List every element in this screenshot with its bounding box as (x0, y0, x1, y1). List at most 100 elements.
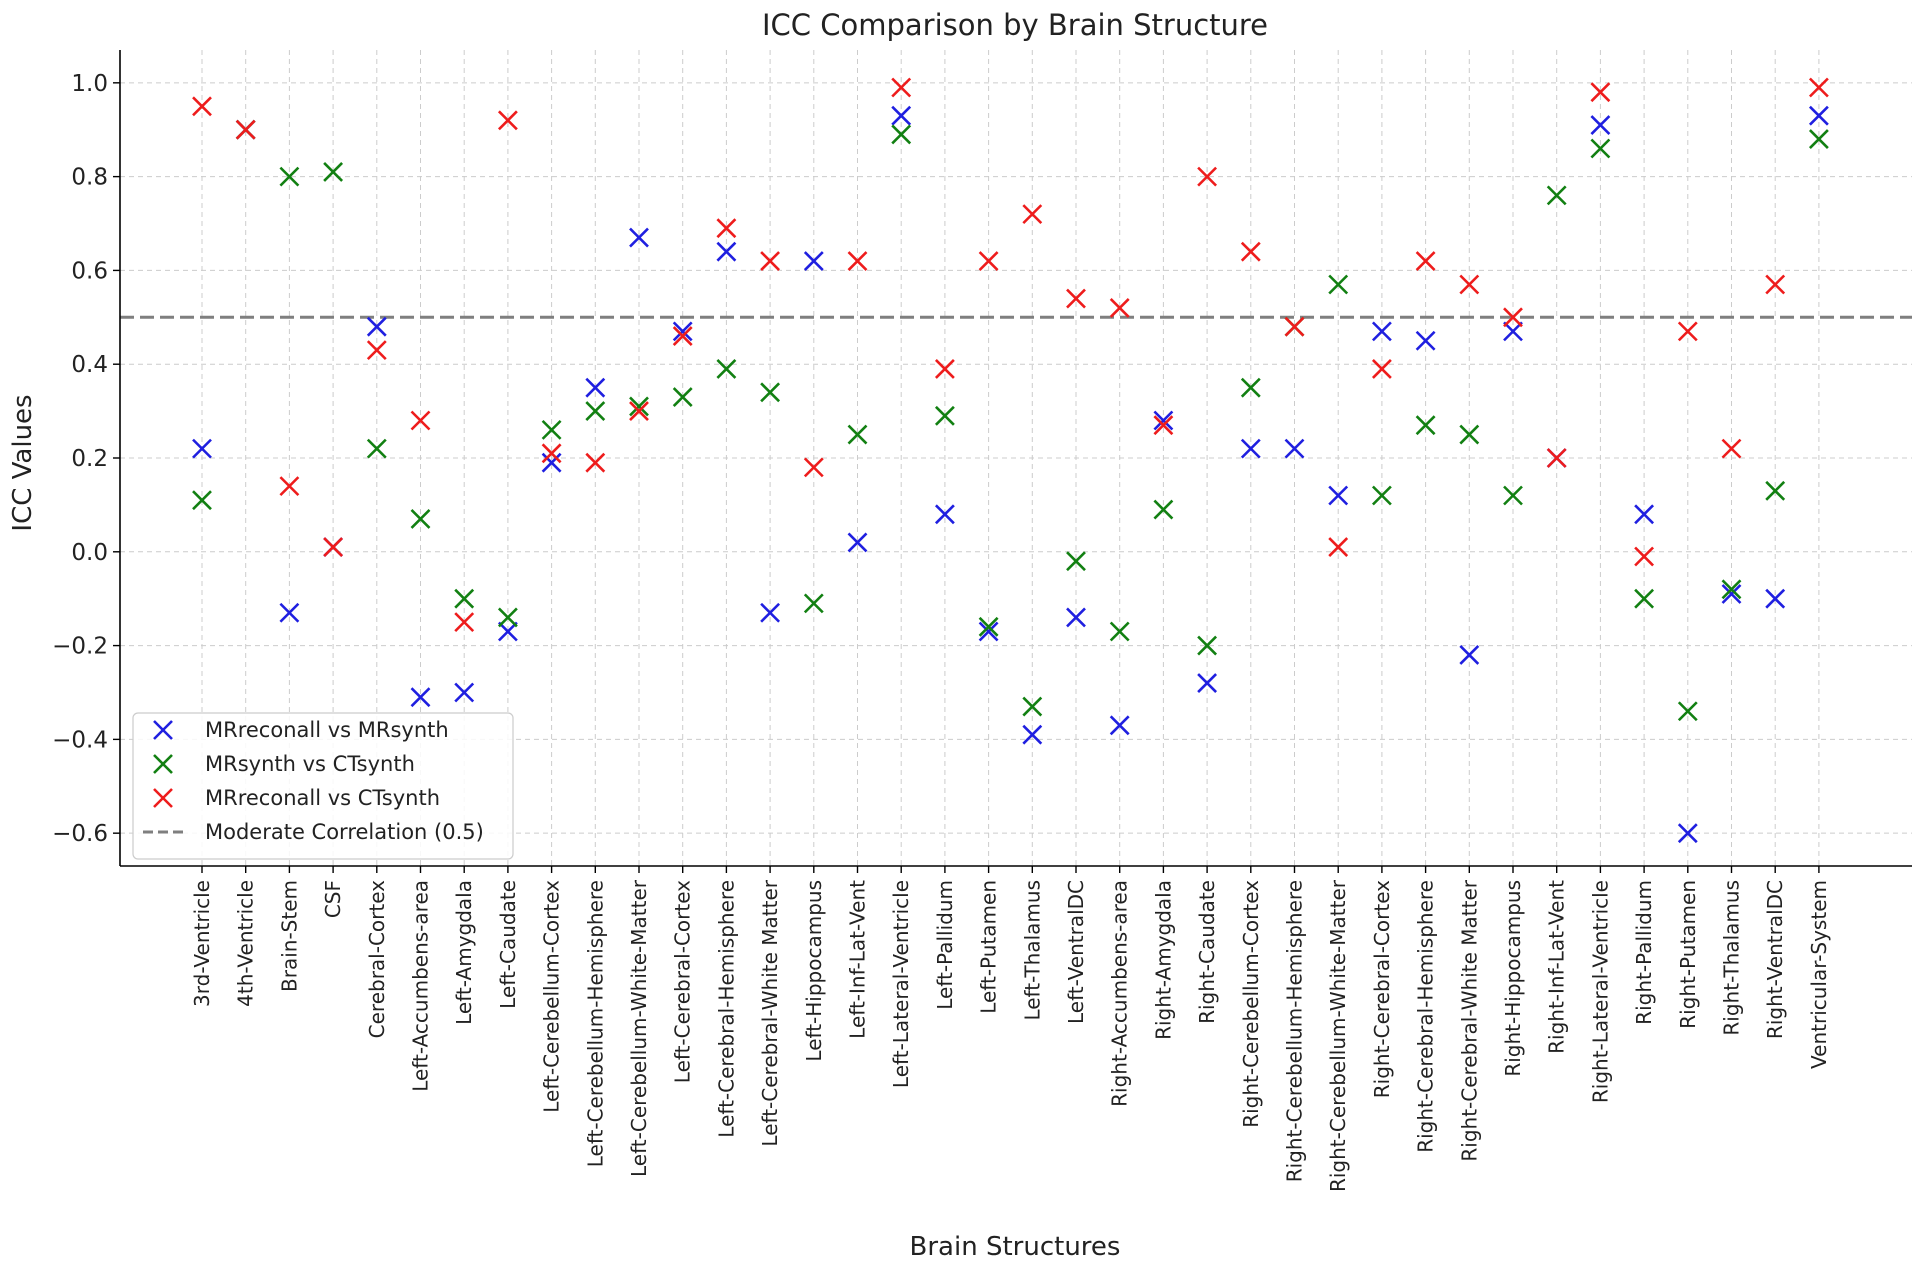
data-point (1284, 438, 1305, 459)
marker-stroke (1153, 410, 1174, 431)
marker-stroke (1503, 485, 1523, 506)
marker-stroke (716, 241, 737, 262)
data-point (1503, 485, 1523, 506)
data-point (1634, 504, 1655, 525)
marker-stroke (1066, 607, 1086, 628)
legend-marker (153, 788, 173, 808)
data-point (978, 621, 999, 642)
y-tick-label: 1.0 (71, 71, 108, 97)
marker-stroke (891, 77, 912, 98)
marker-stroke (1590, 138, 1611, 159)
data-point (1109, 298, 1130, 318)
x-tick-label: Left-Cerebellum-White-Matter (627, 879, 651, 1177)
data-point (629, 227, 649, 248)
x-tick-label: Right-VentralDC (1763, 880, 1787, 1039)
x-tick-label: Right-Cerebellum-Cortex (1239, 880, 1263, 1128)
marker-stroke (1328, 274, 1349, 295)
marker-stroke (1415, 330, 1436, 351)
data-point (1197, 673, 1218, 694)
marker-stroke (1721, 579, 1742, 600)
marker-stroke (847, 251, 868, 271)
marker-stroke (1677, 701, 1698, 722)
marker-stroke (585, 377, 606, 398)
marker-stroke (978, 621, 999, 642)
data-point (1721, 579, 1742, 600)
data-point (1415, 251, 1436, 271)
x-tick-label: Left-Cerebral-White Matter (758, 879, 782, 1146)
legend-box (132, 712, 514, 860)
data-point (1284, 316, 1305, 337)
marker-stroke (410, 687, 431, 708)
legend-label: MRreconall vs CTsynth (205, 786, 440, 810)
data-point (1503, 307, 1523, 328)
marker-stroke (366, 316, 387, 337)
data-point (716, 358, 737, 379)
legend-label: MRsynth vs CTsynth (205, 752, 415, 776)
data-point (1371, 485, 1392, 506)
x-tick-label: Right-Hippocampus (1501, 880, 1525, 1077)
x-tick-label: Right-Accumbens-area (1108, 880, 1132, 1107)
marker-stroke (541, 443, 562, 464)
marker-stroke (1459, 645, 1480, 665)
marker-stroke (410, 410, 431, 431)
marker-stroke (934, 358, 955, 379)
marker-stroke (585, 401, 606, 422)
y-tick-label: 0.6 (71, 258, 108, 284)
y-tick-label: −0.4 (52, 727, 108, 753)
marker-stroke (1546, 185, 1567, 206)
y-tick-label: −0.6 (52, 821, 108, 847)
x-tick-label: Left-Amygdala (452, 880, 476, 1025)
marker-stroke (1328, 485, 1349, 506)
data-point (978, 616, 999, 637)
data-point (803, 457, 824, 478)
marker-stroke (1590, 115, 1611, 135)
marker-stroke (153, 754, 173, 774)
marker-stroke (1459, 424, 1480, 445)
data-point (672, 326, 693, 346)
x-tick-label: Left-Inf-Lat-Vent (846, 880, 870, 1039)
x-tick-label: Left-Cerebellum-Cortex (540, 880, 564, 1113)
data-point (1240, 241, 1261, 262)
marker-stroke (1109, 298, 1130, 318)
marker-stroke (1503, 307, 1523, 328)
data-point (497, 621, 518, 642)
marker-stroke (891, 105, 912, 126)
x-tick-label: Brain-Stem (277, 880, 301, 992)
data-point (1459, 274, 1480, 295)
x-tick-label: Left-Cerebral-Cortex (671, 880, 695, 1083)
data-point (1590, 115, 1611, 135)
data-point (716, 241, 737, 262)
marker-stroke (497, 621, 518, 642)
marker-stroke (1284, 316, 1305, 337)
x-tick-label: 4th-Ventricle (234, 880, 258, 1007)
marker-stroke (847, 532, 868, 553)
data-point (891, 105, 912, 126)
x-tick-label: Left-Cerebellum-Hemisphere (583, 880, 607, 1167)
data-point (891, 77, 912, 98)
data-point (672, 387, 693, 407)
data-point (279, 166, 300, 187)
data-point (366, 316, 387, 337)
x-tick-label: Right-Caudate (1195, 880, 1219, 1024)
marker-stroke (1109, 715, 1130, 736)
data-point (1022, 204, 1043, 225)
marker-stroke (1808, 129, 1829, 150)
data-point (1197, 635, 1218, 656)
marker-stroke (1153, 415, 1174, 436)
marker-stroke (803, 593, 824, 614)
data-point (454, 612, 475, 633)
data-point (497, 607, 518, 628)
data-point (934, 358, 955, 379)
data-point (934, 504, 955, 525)
data-point (1546, 185, 1567, 206)
marker-stroke (1371, 321, 1392, 342)
marker-stroke (1066, 288, 1086, 309)
data-point (1546, 448, 1567, 468)
marker-stroke (454, 588, 475, 609)
data-point (1459, 424, 1480, 445)
x-tick-label: Right-Cerebral-White Matter (1457, 879, 1481, 1161)
data-point (934, 405, 955, 426)
data-point (803, 251, 824, 271)
x-tick-label: Right-Pallidum (1632, 880, 1656, 1025)
marker-stroke (934, 504, 955, 525)
